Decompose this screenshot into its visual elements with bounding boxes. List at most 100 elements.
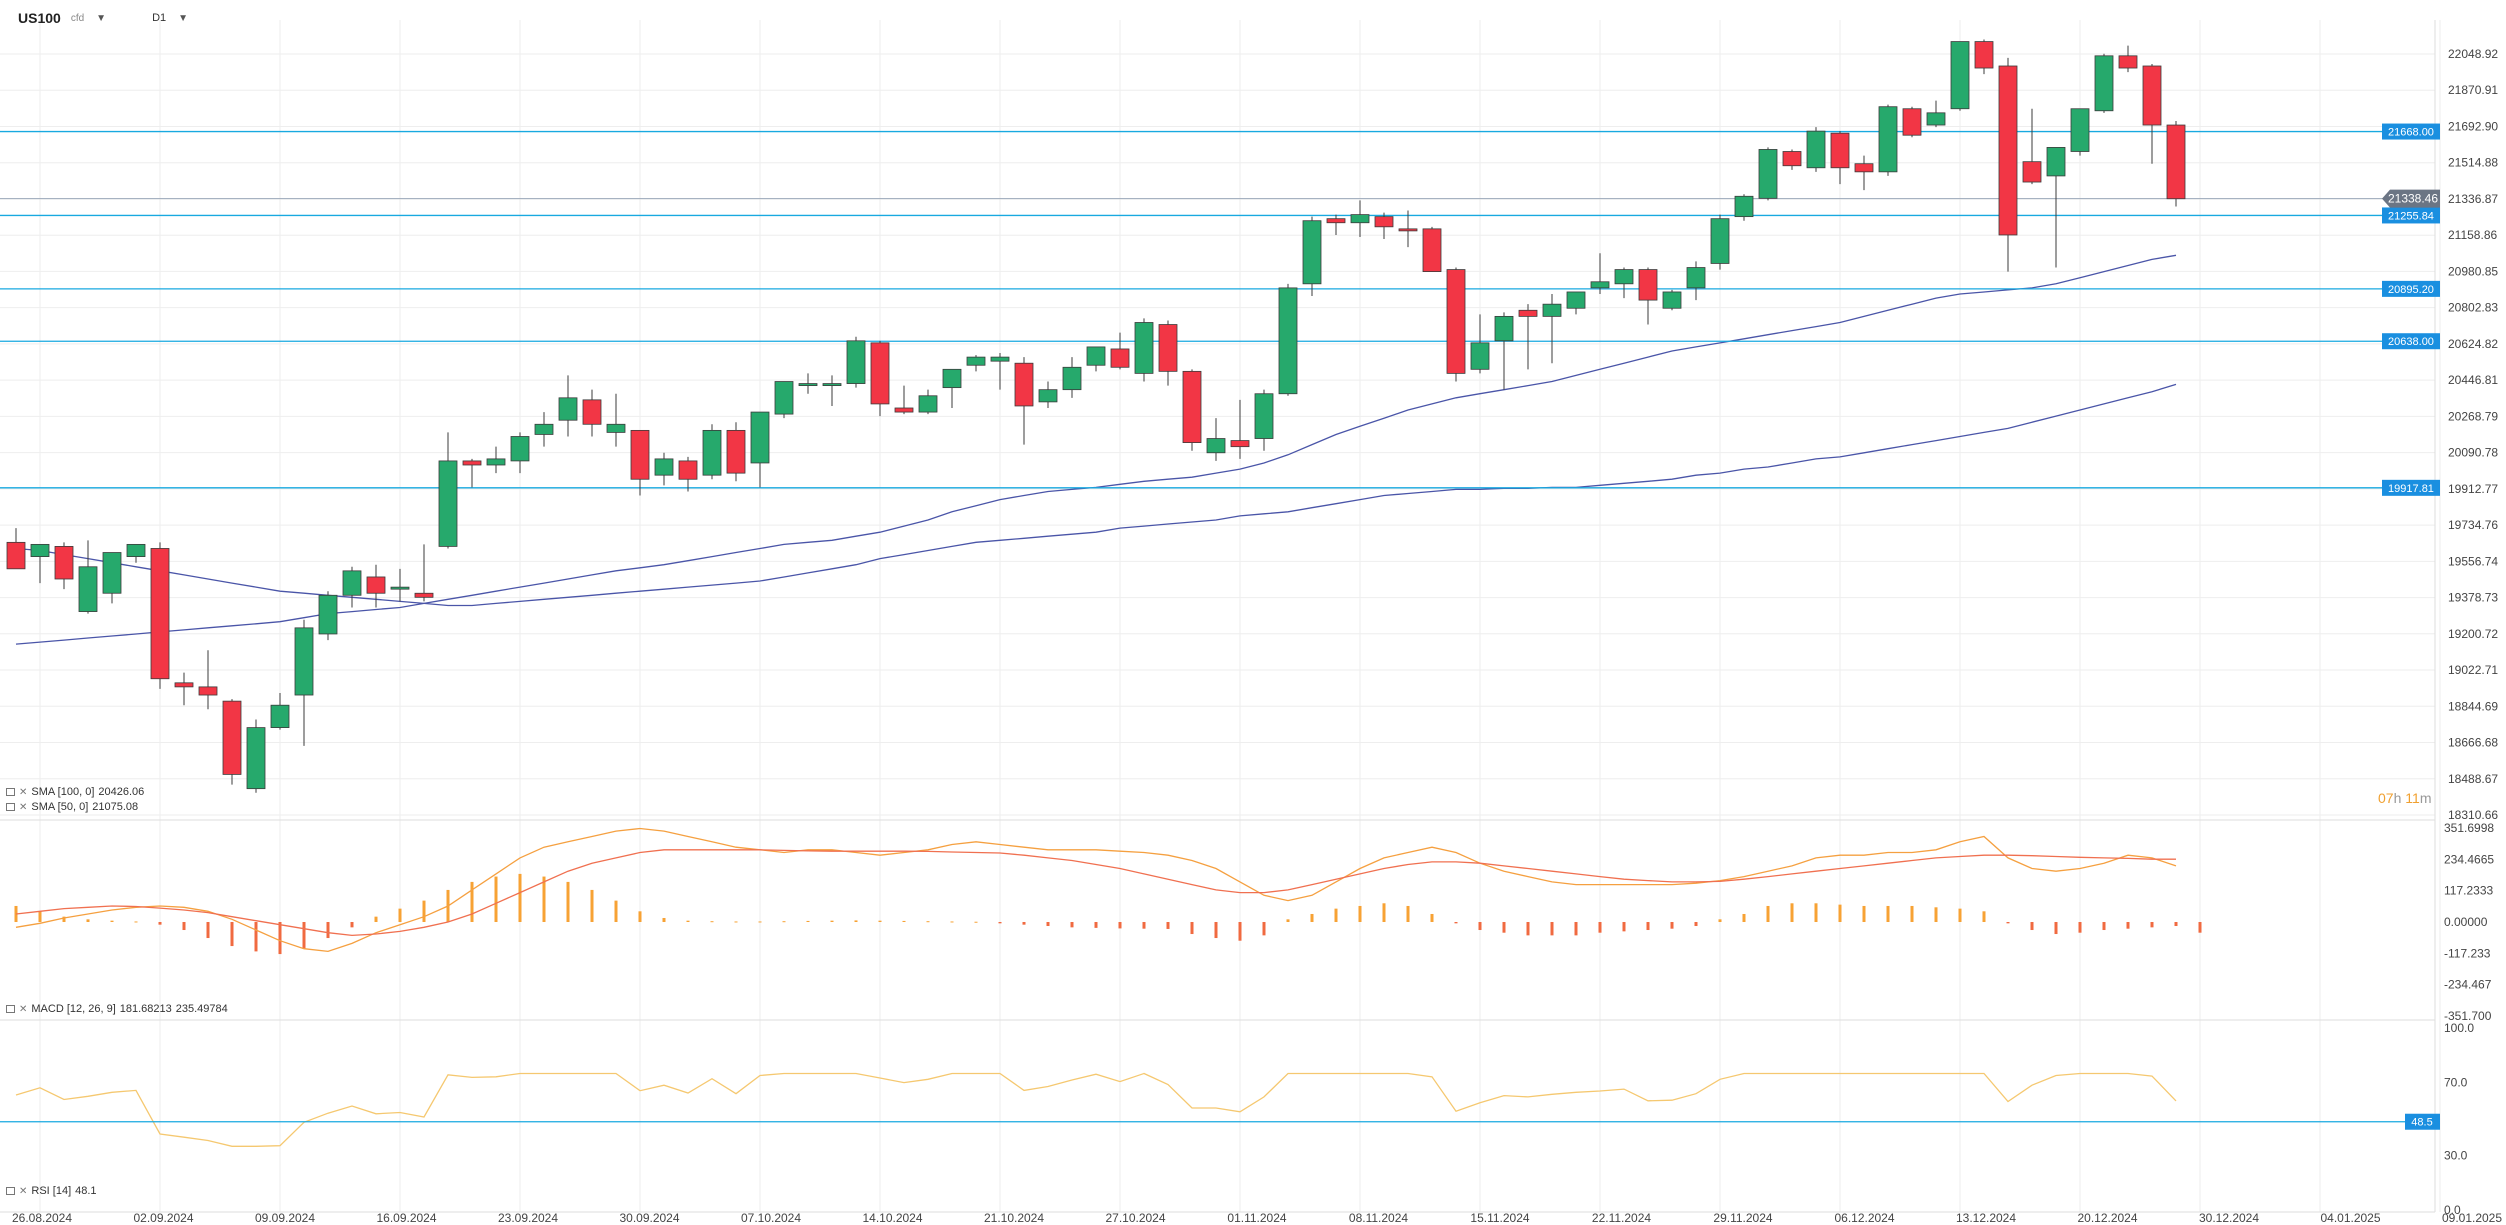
symbol-dropdown-icon[interactable]: ▼: [96, 12, 107, 24]
candle: [2142, 63, 2162, 164]
candle: [1254, 389, 1274, 451]
close-icon[interactable]: ✕: [19, 801, 28, 813]
candle: [1758, 147, 1778, 201]
macd-histogram-bar: [2102, 922, 2106, 931]
timeframe-dropdown-icon[interactable]: ▼: [178, 12, 189, 24]
candle: [1014, 357, 1034, 445]
macd-histogram-bar: [1862, 905, 1866, 922]
candle-body: [1470, 342, 1490, 370]
candle-body: [582, 399, 602, 425]
candlesticks: [6, 39, 2186, 793]
macd-histogram-bar: [374, 916, 378, 922]
candle: [606, 393, 626, 447]
sma100-legend[interactable]: ✕ SMA [100, 0] 20426.06: [6, 786, 144, 798]
candle-body: [294, 627, 314, 696]
macd-histogram-bar: [1598, 922, 1602, 933]
candle: [438, 432, 458, 549]
candle-body: [366, 576, 386, 594]
candle: [1854, 155, 1874, 191]
macd-axis-tick: 0.00000: [2444, 915, 2488, 929]
close-icon[interactable]: ✕: [19, 1003, 28, 1015]
rsi-legend[interactable]: ✕ RSI [14] 48.1: [6, 1185, 97, 1197]
rsi-value: 48.1: [75, 1185, 97, 1197]
candle-body: [1902, 108, 1922, 136]
candle: [1542, 293, 1562, 364]
price-axis-tick: 20802.83: [2448, 301, 2498, 315]
macd-histogram-bar: [1022, 922, 1026, 925]
price-level-tag: [2382, 123, 2440, 140]
candle-body: [1206, 438, 1226, 454]
candle: [174, 672, 194, 706]
price-axis-tick: 22048.92: [2448, 47, 2498, 61]
date-axis-tick: 06.12.2024: [1834, 1211, 1894, 1225]
date-axis-tick: 30.12.2024: [2199, 1211, 2259, 1225]
candle-body: [894, 407, 914, 413]
macd-histogram-bar: [1382, 903, 1386, 922]
candle-body: [54, 546, 74, 580]
timeframe-selector[interactable]: D1: [152, 12, 167, 24]
settings-icon[interactable]: [6, 803, 15, 811]
candle: [1638, 267, 1658, 325]
candle-body: [1806, 130, 1826, 169]
candle-body: [1014, 362, 1034, 407]
macd-histogram-bar: [710, 921, 714, 923]
macd-histogram-bar: [854, 920, 858, 922]
sma50-line: [15, 254, 2177, 645]
settings-icon[interactable]: [6, 1005, 15, 1013]
candle: [2022, 108, 2042, 185]
macd-histogram-bar: [638, 911, 642, 922]
candle: [1326, 214, 1346, 235]
macd-histogram-bar: [782, 921, 786, 923]
date-axis-tick: 22.11.2024: [1592, 1211, 1651, 1225]
candle-body: [558, 397, 578, 421]
candle: [1398, 210, 1418, 248]
macd-histogram-bar: [1262, 922, 1266, 936]
macd-axis-tick: -234.467: [2444, 978, 2492, 992]
close-icon[interactable]: ✕: [19, 786, 28, 798]
candle: [1374, 212, 1394, 240]
sma50-legend[interactable]: ✕ SMA [50, 0] 21075.08: [6, 801, 138, 813]
candle: [1710, 214, 1730, 270]
candle: [1350, 200, 1370, 237]
price-level-tag: [2382, 333, 2440, 350]
candle-body: [1230, 440, 1250, 448]
price-axis-tick: 21514.88: [2448, 156, 2498, 170]
symbol-type: cfd: [70, 12, 85, 24]
settings-icon[interactable]: [6, 1187, 15, 1195]
candle: [1662, 289, 1682, 311]
candle: [846, 336, 866, 388]
candle-body: [390, 586, 410, 590]
macd-histogram-bar: [182, 922, 186, 931]
macd-histogram-bar: [1166, 922, 1170, 929]
price-level-label: 19917.81: [2388, 483, 2434, 495]
macd-histogram-bar: [998, 922, 1002, 924]
macd-histogram-bar: [1622, 922, 1626, 932]
macd-histogram-bar: [1958, 908, 1962, 922]
macd-histogram-bar: [1454, 922, 1458, 924]
symbol-selector[interactable]: US100: [18, 10, 61, 26]
candle-body: [6, 541, 26, 570]
macd-axis-tick: 351.6998: [2444, 821, 2494, 835]
macd-histogram-bar: [1334, 908, 1338, 922]
candle: [774, 381, 794, 419]
candle-body: [2070, 108, 2090, 152]
candle-body: [2094, 55, 2114, 112]
price-axis-tick: 20268.79: [2448, 409, 2498, 423]
price-axis-tick: 21870.91: [2448, 83, 2498, 97]
candle-body: [1638, 269, 1658, 301]
candle-body: [1086, 346, 1106, 366]
close-icon[interactable]: ✕: [19, 1185, 28, 1197]
candle-body: [966, 356, 986, 366]
price-level-tag: [2382, 479, 2440, 496]
candle-body: [1590, 281, 1610, 289]
horizontal-levels[interactable]: 21668.00 21255.84 20895.20 20638.00 19917.81…: [0, 123, 2440, 496]
date-axis-tick: 23.09.2024: [498, 1211, 558, 1225]
candle-body: [1134, 322, 1154, 374]
candle: [1278, 283, 1298, 396]
settings-icon[interactable]: [6, 788, 15, 796]
candle: [894, 385, 914, 415]
candle: [1590, 253, 1610, 294]
macd-legend[interactable]: ✕ MACD [12, 26, 9] 181.68213 235.49784: [6, 1003, 228, 1015]
candle-body: [1038, 389, 1058, 403]
